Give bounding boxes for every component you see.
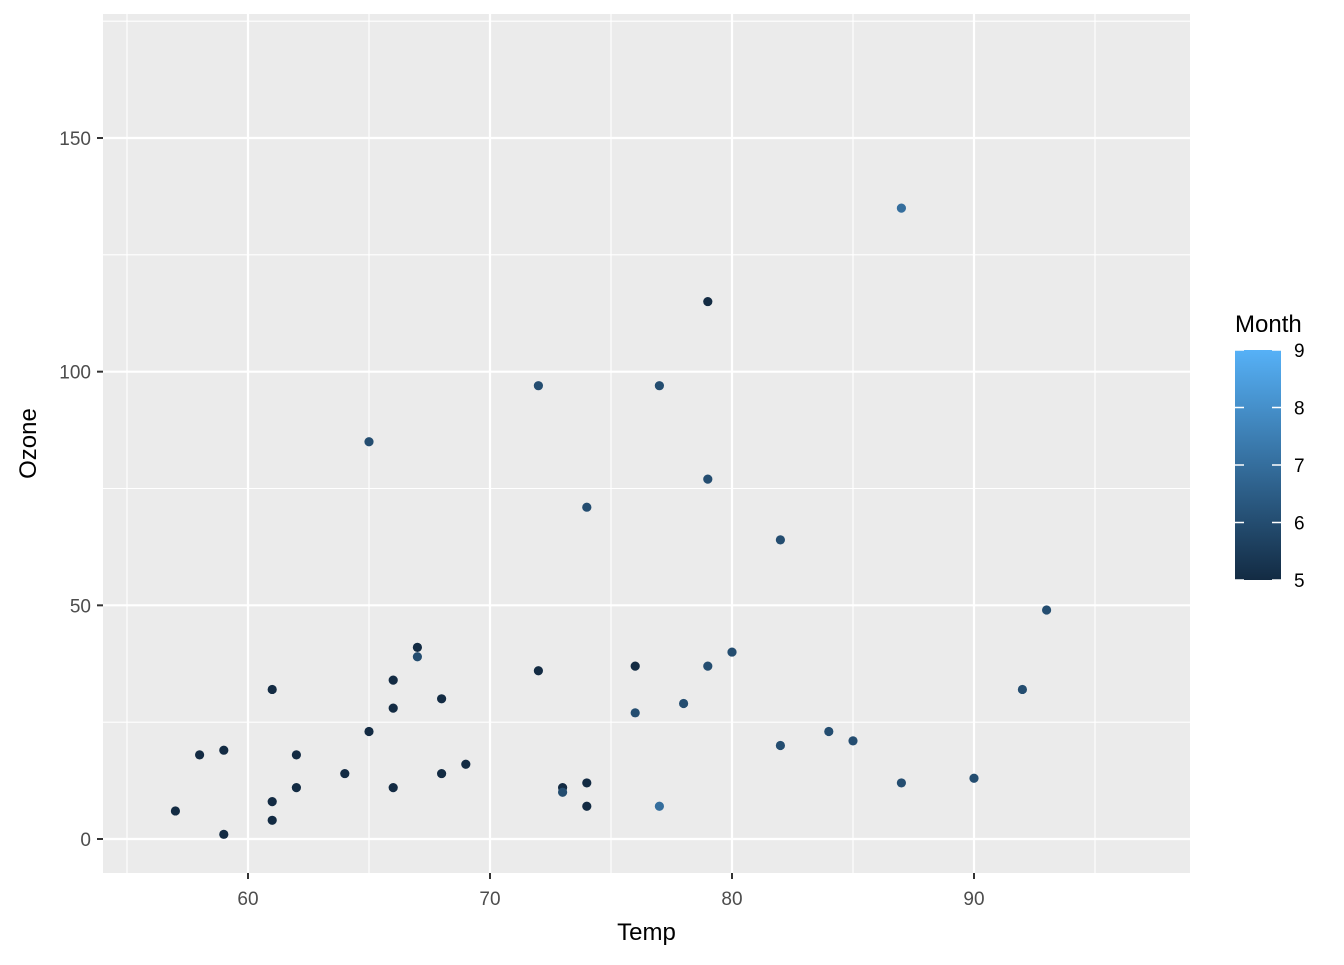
data-points [170, 203, 1052, 839]
data-point [1017, 684, 1027, 695]
data-point [267, 684, 277, 695]
data-point [388, 782, 398, 793]
data-point [582, 801, 592, 811]
data-point [558, 787, 568, 797]
data-point [727, 647, 737, 657]
data-point [219, 745, 229, 755]
x-tick-label: 60 [237, 889, 258, 910]
data-point [364, 437, 374, 447]
data-point [1042, 605, 1052, 615]
data-point [388, 675, 398, 685]
data-point [533, 381, 544, 391]
plot-panel [103, 14, 1190, 873]
legend-label: 6 [1294, 514, 1305, 535]
data-point [703, 661, 713, 671]
data-point [461, 759, 471, 769]
data-point [195, 750, 205, 760]
data-point [412, 652, 422, 662]
data-point [969, 773, 979, 783]
legend: Month 5 6 7 8 9 [1235, 311, 1305, 592]
data-point [824, 726, 834, 737]
data-point [654, 801, 665, 811]
data-point [533, 666, 544, 676]
x-tick-label: 90 [963, 889, 984, 910]
y-tick-label: 150 [59, 129, 91, 150]
data-point [437, 768, 447, 779]
data-point [364, 726, 374, 737]
data-point [437, 694, 447, 704]
data-point [582, 502, 592, 512]
data-point [219, 829, 229, 839]
x-tick-label: 80 [721, 889, 742, 910]
data-point [896, 778, 907, 788]
data-point [654, 381, 665, 391]
data-point [388, 703, 398, 713]
legend-label: 7 [1294, 456, 1305, 477]
axes: 60 70 80 90 0 50 100 150 [59, 129, 984, 910]
y-tick-label: 0 [80, 830, 91, 851]
grid-lines [103, 14, 1190, 873]
data-point [848, 736, 858, 746]
y-axis-title: Ozone [15, 408, 42, 479]
legend-label: 8 [1294, 399, 1305, 420]
data-point [582, 778, 592, 788]
x-axis-title: Temp [617, 919, 676, 946]
legend-label: 9 [1294, 341, 1305, 362]
y-tick-label: 100 [59, 363, 91, 384]
data-point [267, 797, 277, 807]
y-tick-label: 50 [70, 596, 91, 617]
data-point [170, 806, 180, 816]
data-point [630, 661, 640, 671]
data-point [412, 642, 422, 652]
data-point [896, 203, 907, 213]
legend-title: Month [1235, 311, 1302, 338]
data-point [775, 740, 786, 751]
data-point [703, 296, 713, 307]
x-tick-label: 70 [479, 889, 500, 910]
data-point [291, 750, 301, 760]
data-point [679, 698, 689, 709]
data-point [703, 474, 713, 484]
data-point [291, 782, 301, 793]
legend-label: 5 [1294, 571, 1305, 592]
data-point [340, 768, 350, 779]
data-point [775, 535, 786, 545]
data-point [267, 815, 277, 825]
data-point [630, 708, 640, 718]
